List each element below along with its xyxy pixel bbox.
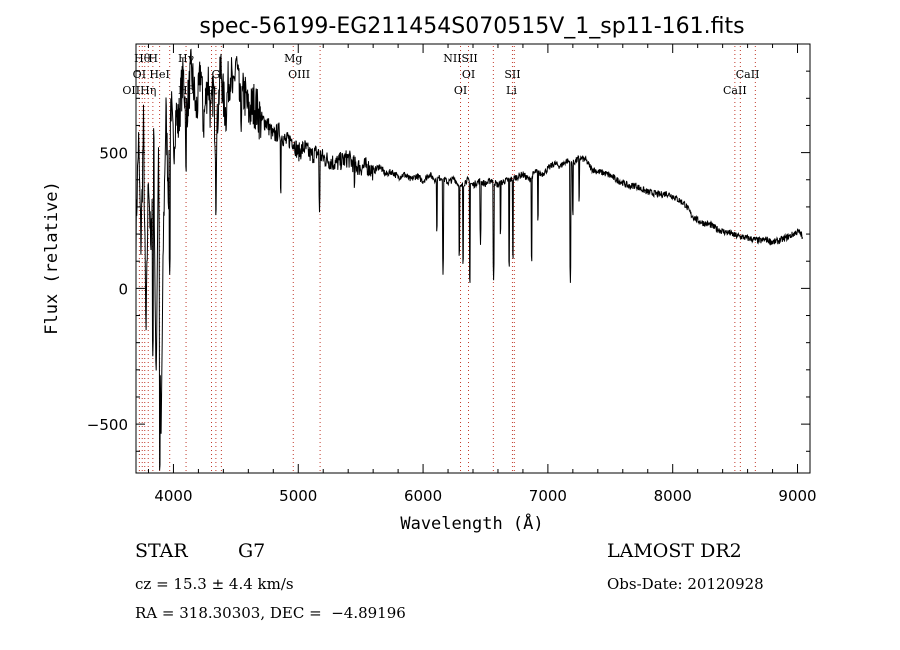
line-marker-label: G [211,68,220,81]
survey-name: LAMOST DR2 [607,540,742,562]
x-tick-label: 8000 [654,487,692,505]
line-marker-label: CaII [736,68,760,81]
plot-area [135,48,803,471]
line-marker-label: HeI [149,68,169,81]
redshift-text: cz = 15.3 ± 4.4 km/s [135,575,294,593]
x-tick-label: 5000 [279,487,317,505]
chart-title: spec-56199-EG211454S070515V_1_sp11-161.f… [199,14,744,39]
line-marker-label: H [148,52,158,65]
line-marker-label: Li [506,84,517,97]
subclass: G7 [238,540,266,562]
y-tick-label: 0 [118,280,128,298]
x-tick-label: 4000 [154,487,192,505]
object-class: STAR [135,540,188,562]
x-tick-label: 7000 [529,487,567,505]
axes: 4000 5000 6000 7000 8000 9000 −500 0 500 [87,43,817,505]
line-marker-label: OI [133,68,146,81]
spectrum-line [135,48,803,471]
line-marker-label: CaII [723,84,747,97]
line-marker-label: OI [454,84,467,97]
line-marker-label: NIISII [443,52,478,65]
line-marker-label: Hθ [134,52,151,65]
line-marker-label: Mg [284,52,302,65]
line-marker-label: OI [462,68,475,81]
obs-date: Obs-Date: 20120928 [607,575,764,593]
line-marker-label: Hγ [178,52,195,65]
x-axis-label: Wavelength (Å) [400,512,543,534]
x-tick-label: 6000 [404,487,442,505]
y-tick-label: 500 [99,145,128,163]
line-marker-label: OIIHη [122,84,156,97]
line-marker-label: SII [504,68,520,81]
x-tick-label: 9000 [778,487,816,505]
plot-frame [135,43,811,474]
line-marker-label: OIII [288,68,310,81]
y-axis-label: Flux (relative) [42,181,62,335]
y-tick-label: −500 [87,416,128,434]
coordinates-text: RA = 318.30303, DEC = −4.89196 [135,604,406,622]
